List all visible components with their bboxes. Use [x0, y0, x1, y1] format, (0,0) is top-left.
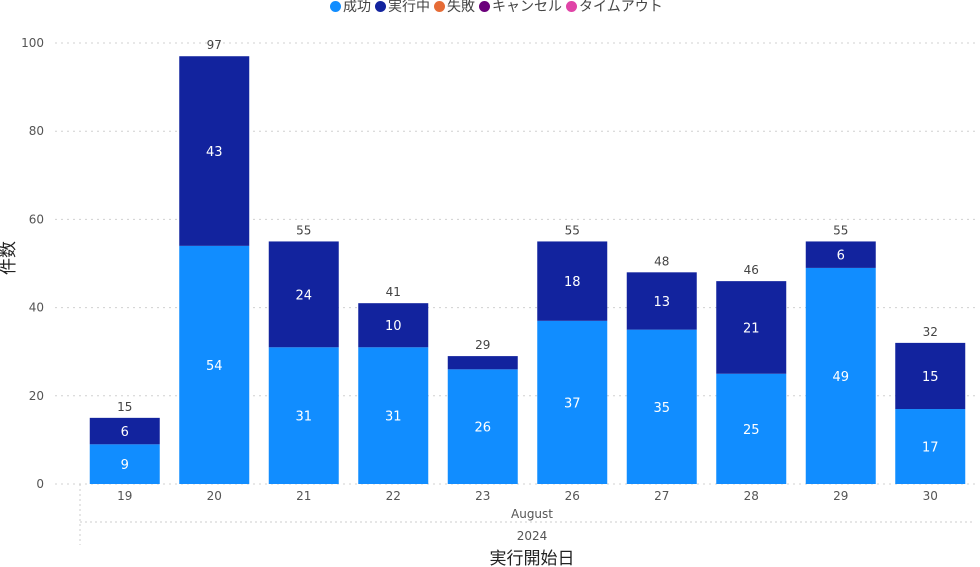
bar-total-label: 15 [117, 400, 132, 414]
x-tick-label: 20 [207, 489, 222, 503]
bar-segment[interactable] [805, 267, 876, 484]
legend-color-dot [434, 0, 445, 12]
x-group-year-label: 2024 [517, 529, 548, 543]
legend-color-dot [566, 0, 577, 12]
x-tick-label: 30 [923, 489, 938, 503]
legend-label: 失敗 [447, 0, 475, 15]
legend-item[interactable]: 失敗 [434, 0, 475, 16]
legend-label: タイムアウト [579, 0, 663, 15]
bar-segment[interactable] [895, 342, 966, 410]
bar-segment[interactable] [268, 347, 339, 484]
bar-value-label: 43 [206, 145, 223, 160]
bar-total-label: 55 [833, 223, 848, 237]
bar-segment[interactable] [89, 417, 160, 445]
bars: 9 6 15 54 43 97 31 24 55 31 10 41 26 29 37 18 55 35 13 48 25… [89, 38, 966, 484]
legend-label: 実行中 [388, 0, 430, 15]
bar-segment[interactable] [89, 444, 160, 484]
x-tick-label: 19 [117, 489, 132, 503]
legend-color-dot [479, 0, 490, 12]
y-tick-label: 80 [29, 124, 44, 138]
bar-segment[interactable] [179, 245, 250, 484]
bar-total-label: 46 [744, 263, 759, 277]
x-tick-label: 29 [833, 489, 848, 503]
x-tick-label: 22 [386, 489, 401, 503]
bar-segment[interactable] [537, 320, 608, 484]
bar-segment[interactable] [179, 56, 250, 246]
legend-label: キャンセル [492, 0, 562, 15]
bar-value-label: 24 [295, 288, 312, 303]
bar-value-label: 9 [121, 458, 129, 473]
legend-item[interactable]: 成功 [330, 0, 371, 16]
bar-segment[interactable] [805, 241, 876, 268]
legend-color-dot [375, 0, 386, 12]
legend-item[interactable]: タイムアウト [566, 0, 663, 16]
bar-value-label: 25 [743, 423, 760, 438]
x-group-month-label: August [511, 507, 553, 521]
bar-segment[interactable] [268, 241, 339, 348]
y-tick-label: 100 [21, 36, 44, 50]
bar-value-label: 15 [922, 370, 939, 385]
bar-total-label: 41 [386, 285, 401, 299]
bar-total-label: 97 [207, 38, 222, 52]
bar-value-label: 49 [832, 370, 849, 385]
bar-value-label: 13 [653, 295, 670, 310]
x-tick-label: 21 [296, 489, 311, 503]
bar-value-label: 6 [837, 249, 845, 264]
bar-value-label: 26 [474, 421, 491, 436]
legend-color-dot [330, 0, 341, 12]
bar-value-label: 54 [206, 359, 223, 374]
y-tick-label: 60 [29, 212, 44, 226]
legend-label: 成功 [343, 0, 371, 15]
bar-segment[interactable] [895, 409, 966, 484]
x-tick-label: 23 [475, 489, 490, 503]
x-tick-label: 26 [565, 489, 580, 503]
bar-value-label: 17 [922, 441, 939, 456]
bar-value-label: 35 [653, 401, 670, 416]
bar-segment[interactable] [626, 272, 697, 330]
y-tick-label: 20 [29, 389, 44, 403]
bar-segment[interactable] [716, 281, 787, 374]
bar-total-label: 32 [923, 325, 938, 339]
x-axis-title: 実行開始日 [490, 549, 575, 567]
bar-total-label: 48 [654, 254, 669, 268]
bar-total-label: 55 [296, 223, 311, 237]
bar-value-label: 21 [743, 321, 760, 336]
bar-value-label: 31 [385, 410, 402, 425]
bar-total-label: 55 [565, 223, 580, 237]
bar-total-label: 29 [475, 338, 490, 352]
x-tick-label: 27 [654, 489, 669, 503]
legend-item[interactable]: キャンセル [479, 0, 562, 16]
bar-value-label: 10 [385, 319, 402, 334]
bar-segment[interactable] [447, 369, 518, 484]
bar-value-label: 31 [295, 410, 312, 425]
bar-segment[interactable] [358, 347, 429, 484]
y-tick-label: 0 [36, 477, 44, 491]
bar-value-label: 37 [564, 396, 581, 411]
legend: 成功 実行中 失敗 キャンセル タイムアウト [330, 0, 667, 16]
bar-segment[interactable] [358, 303, 429, 348]
bar-segment[interactable] [716, 373, 787, 484]
legend-item[interactable]: 実行中 [375, 0, 430, 16]
bar-value-label: 6 [121, 425, 129, 440]
y-axis-title: 件数 [0, 241, 19, 275]
x-axis-ticks: 19 20 21 22 23 26 27 28 29 30 [117, 489, 938, 503]
bar-segment[interactable] [626, 329, 697, 484]
bar-value-label: 18 [564, 275, 581, 290]
bar-segment[interactable] [537, 241, 608, 321]
y-axis-ticks: 0 20 40 60 80 100 [21, 36, 44, 491]
x-tick-label: 28 [744, 489, 759, 503]
bar-segment[interactable] [447, 356, 518, 370]
y-tick-label: 40 [29, 301, 44, 315]
